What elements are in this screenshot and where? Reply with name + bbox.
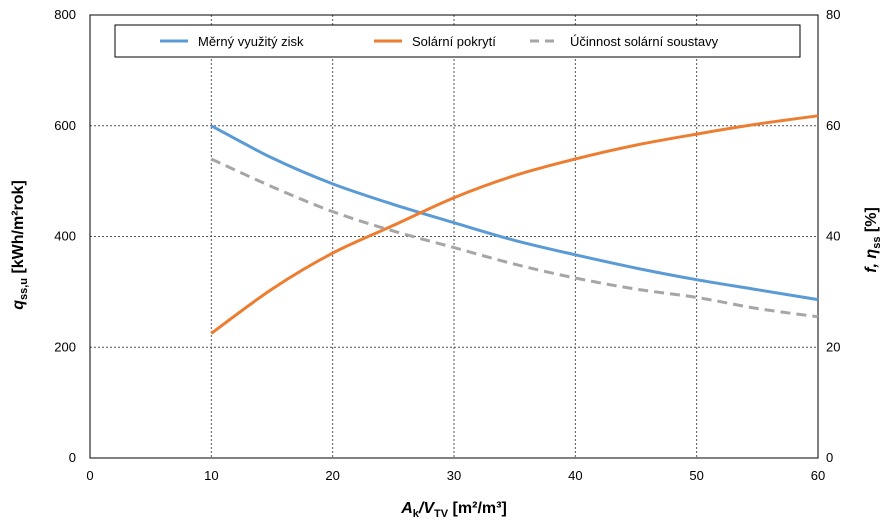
y-left-tick-label: 600 [54, 118, 76, 133]
x-tick-label: 60 [811, 468, 825, 483]
y-right-tick-label: 80 [826, 7, 840, 22]
x-axis-title: Ak/VTV [m²/m³] [400, 500, 507, 520]
y-left-tick-label: 0 [69, 450, 76, 465]
y-left-tick-label: 800 [54, 7, 76, 22]
x-tick-label: 50 [689, 468, 703, 483]
series-line-2 [210, 114, 819, 335]
y-right-tick-label: 40 [826, 229, 840, 244]
legend: Měrný využitý zisk Solární pokrytí Účinn… [114, 24, 801, 58]
y-right-tick-label: 0 [826, 450, 833, 465]
series-layer [210, 114, 819, 335]
y-right-tick-label: 60 [826, 118, 840, 133]
x-tick-label: 10 [204, 468, 218, 483]
series-line-3 [210, 157, 819, 319]
plot-frame [89, 14, 819, 459]
x-tick-label: 30 [447, 468, 461, 483]
legend-label-2: Solární pokrytí [412, 34, 496, 49]
x-tick-label: 40 [568, 468, 582, 483]
legend-label-3: Účinnost solární soustavy [570, 34, 719, 49]
y-axis-left-title: qss,u [kWh/m²rok] [10, 180, 30, 310]
legend-box [114, 24, 801, 58]
y-left-tick-label: 200 [54, 339, 76, 354]
x-tick-label: 0 [86, 468, 93, 483]
y-left-tick-label: 400 [54, 229, 76, 244]
legend-label-1: Měrný využitý zisk [198, 34, 304, 49]
x-tick-label: 20 [325, 468, 339, 483]
y-right-tick-label: 20 [826, 339, 840, 354]
y-axis-right-title: f, ηss [%] [863, 207, 883, 273]
series-line-1 [210, 124, 819, 302]
